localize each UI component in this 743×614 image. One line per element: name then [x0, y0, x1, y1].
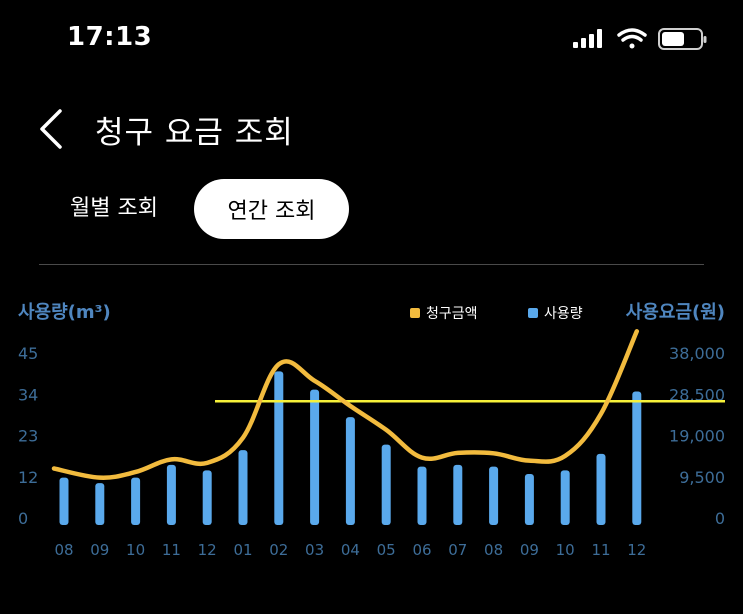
header: 청구 요금 조회	[0, 95, 743, 165]
tab-annual[interactable]: 연간 조회	[194, 179, 349, 239]
usage-bar	[524, 474, 534, 525]
usage-bar	[59, 477, 69, 525]
usage-bar	[453, 464, 463, 525]
right-axis-ticks: 38,000 28,500 19,000 9,500 0	[669, 344, 725, 528]
usage-bar	[95, 483, 105, 525]
divider	[39, 264, 704, 265]
right-axis-title: 사용요금(원)	[626, 302, 725, 323]
usage-bars	[59, 371, 642, 525]
left-tick-label: 23	[18, 427, 38, 446]
x-tick-label: 10	[556, 541, 575, 559]
legend-label-billing: 청구금액	[426, 306, 478, 322]
x-tick-label: 04	[341, 541, 360, 559]
back-button[interactable]	[34, 107, 70, 151]
x-tick-label: 09	[520, 541, 539, 559]
x-tick-label: 11	[591, 541, 610, 559]
usage-bar	[489, 466, 499, 525]
left-tick-label: 45	[18, 344, 38, 363]
right-tick-label: 28,500	[669, 385, 725, 404]
wifi-icon	[617, 28, 647, 49]
x-tick-label: 05	[377, 541, 396, 559]
x-tick-label: 10	[126, 541, 145, 559]
x-tick-label: 03	[305, 541, 324, 559]
right-tick-label: 0	[715, 509, 725, 528]
right-tick-label: 19,000	[669, 427, 725, 446]
battery-icon	[658, 28, 707, 50]
usage-bar	[131, 477, 141, 525]
x-tick-label: 08	[54, 541, 73, 559]
usage-bar	[166, 464, 176, 525]
usage-bar	[560, 470, 570, 525]
billing-amount-line	[51, 329, 640, 480]
usage-bar	[381, 444, 391, 525]
x-tick-label: 06	[412, 541, 431, 559]
right-tick-label: 9,500	[679, 468, 725, 487]
x-tick-label: 11	[162, 541, 181, 559]
left-tick-label: 34	[18, 385, 38, 404]
signal-icon	[573, 29, 602, 48]
usage-bar	[274, 371, 284, 525]
usage-bar	[202, 470, 212, 525]
usage-bar	[238, 450, 248, 525]
x-tick-label: 07	[448, 541, 467, 559]
legend-swatch-usage	[528, 308, 538, 318]
legend-swatch-billing	[410, 308, 420, 318]
left-axis-ticks: 45 34 23 12 0	[18, 344, 38, 528]
tab-annual-label: 연간 조회	[227, 199, 316, 224]
legend: 청구금액 사용량	[410, 306, 583, 322]
x-tick-label: 12	[627, 541, 646, 559]
usage-bar	[310, 389, 320, 525]
x-tick-label: 02	[269, 541, 288, 559]
combo-chart: 사용량(m³) 사용요금(원) 청구금액 사용량 45 34 23 12 0 38,00…	[18, 302, 725, 559]
page-title: 청구 요금 조회	[95, 115, 294, 151]
x-tick-label: 12	[198, 541, 217, 559]
status-icons	[573, 28, 707, 50]
left-axis-title: 사용량(m³)	[18, 302, 111, 323]
usage-bar	[632, 391, 642, 525]
usage-bar	[596, 453, 606, 525]
x-tick-label: 08	[484, 541, 503, 559]
left-tick-label: 0	[18, 509, 28, 528]
left-tick-label: 12	[18, 468, 38, 487]
usage-bar	[417, 466, 427, 525]
chevron-left-icon	[40, 109, 62, 149]
x-axis-labels: 08 09 10 11 12 01 02 03 04 05 06 07 08 09 10 11 12	[54, 541, 646, 559]
usage-bar	[345, 417, 355, 525]
x-tick-label: 09	[90, 541, 109, 559]
status-time: 17:13	[67, 22, 153, 52]
status-bar: 17:13	[0, 0, 743, 80]
tab-monthly[interactable]: 월별 조회	[70, 196, 158, 221]
x-tick-label: 01	[233, 541, 252, 559]
right-tick-label: 38,000	[669, 344, 725, 363]
legend-label-usage: 사용량	[544, 306, 583, 322]
